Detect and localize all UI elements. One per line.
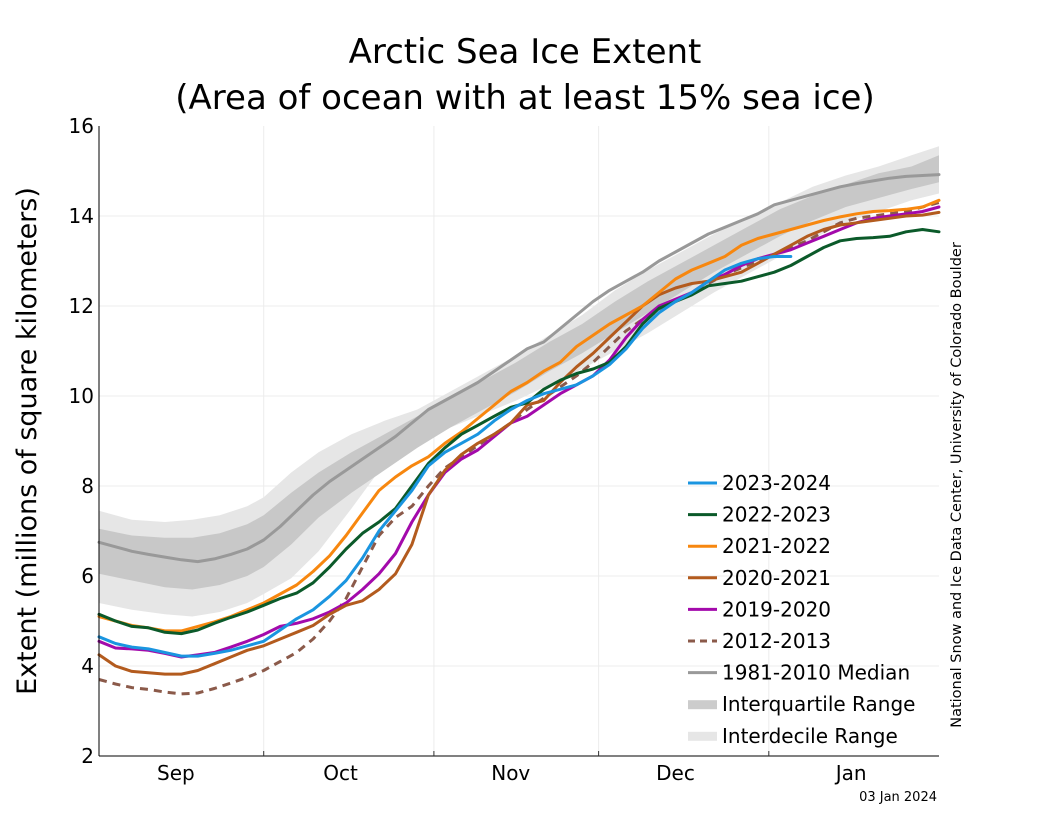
series-line-2020-2021 bbox=[97, 210, 941, 676]
legend-swatch bbox=[688, 700, 717, 710]
legend-label: 2023-2024 bbox=[722, 471, 831, 495]
legend-label: Interdecile Range bbox=[722, 724, 898, 748]
legend-label: 2012-2013 bbox=[722, 629, 831, 653]
legend-item-2019-2020: 2019-2020 bbox=[688, 597, 831, 621]
series-line-2012-2013 bbox=[98, 201, 940, 696]
y-tick-label: 2 bbox=[81, 744, 94, 768]
x-tick-label: Jan bbox=[834, 761, 867, 785]
legend-item-2020-2021: 2020-2021 bbox=[688, 566, 831, 590]
interquartile-band bbox=[99, 155, 939, 590]
x-tick-label: Nov bbox=[491, 761, 530, 785]
y-tick-label: 14 bbox=[69, 204, 94, 228]
legend-item-interdecile-range: Interdecile Range bbox=[688, 724, 898, 748]
chart-title-line2: (Area of ocean with at least 15% sea ice… bbox=[175, 78, 874, 118]
y-tick-label: 8 bbox=[81, 474, 94, 498]
legend-swatch bbox=[688, 731, 717, 741]
x-tick-labels: Sep Oct Nov Dec Jan bbox=[157, 761, 867, 785]
legend-item-2012-2013: 2012-2013 bbox=[688, 629, 831, 653]
legend: 2023-2024 2022-2023 2021-2022 2020-2021 2019… bbox=[688, 471, 915, 748]
legend-label: 2020-2021 bbox=[722, 566, 831, 590]
y-tick-label: 16 bbox=[69, 114, 94, 138]
legend-label: 1981-2010 Median bbox=[722, 661, 910, 685]
legend-item-2021-2022: 2021-2022 bbox=[688, 534, 831, 558]
y-tick-labels: 2 4 6 8 10 12 14 16 bbox=[69, 114, 94, 768]
y-tick-label: 4 bbox=[81, 654, 94, 678]
legend-label: 2022-2023 bbox=[722, 503, 831, 527]
legend-item-2023-2024: 2023-2024 bbox=[688, 471, 831, 495]
y-axis-label: Extent (millions of square kilometers) bbox=[12, 187, 43, 695]
x-tick-label: Sep bbox=[157, 761, 195, 785]
legend-label: Interquartile Range bbox=[722, 692, 915, 716]
legend-item-2022-2023: 2022-2023 bbox=[688, 503, 831, 527]
date-stamp: 03 Jan 2024 bbox=[859, 790, 937, 805]
axes-layer bbox=[98, 126, 939, 757]
y-tick-label: 6 bbox=[81, 564, 94, 588]
legend-label: 2021-2022 bbox=[722, 534, 831, 558]
series-line-2023-2024 bbox=[97, 255, 793, 658]
credit-text: National Snow and Ice Data Center, Unive… bbox=[949, 242, 965, 728]
legend-item-1981-2010-median: 1981-2010 Median bbox=[688, 661, 910, 685]
series-line-2019-2020 bbox=[97, 205, 941, 659]
chart-title-line1: Arctic Sea Ice Extent bbox=[349, 32, 702, 72]
x-tick-label: Oct bbox=[323, 761, 358, 785]
y-tick-label: 12 bbox=[69, 294, 94, 318]
x-tick-label: Dec bbox=[656, 761, 695, 785]
legend-label: 2019-2020 bbox=[722, 597, 831, 621]
legend-item-interquartile-range: Interquartile Range bbox=[688, 692, 915, 716]
series-line-1981-2010-median bbox=[97, 173, 941, 564]
series-layer bbox=[97, 173, 941, 696]
y-tick-label: 10 bbox=[69, 384, 94, 408]
